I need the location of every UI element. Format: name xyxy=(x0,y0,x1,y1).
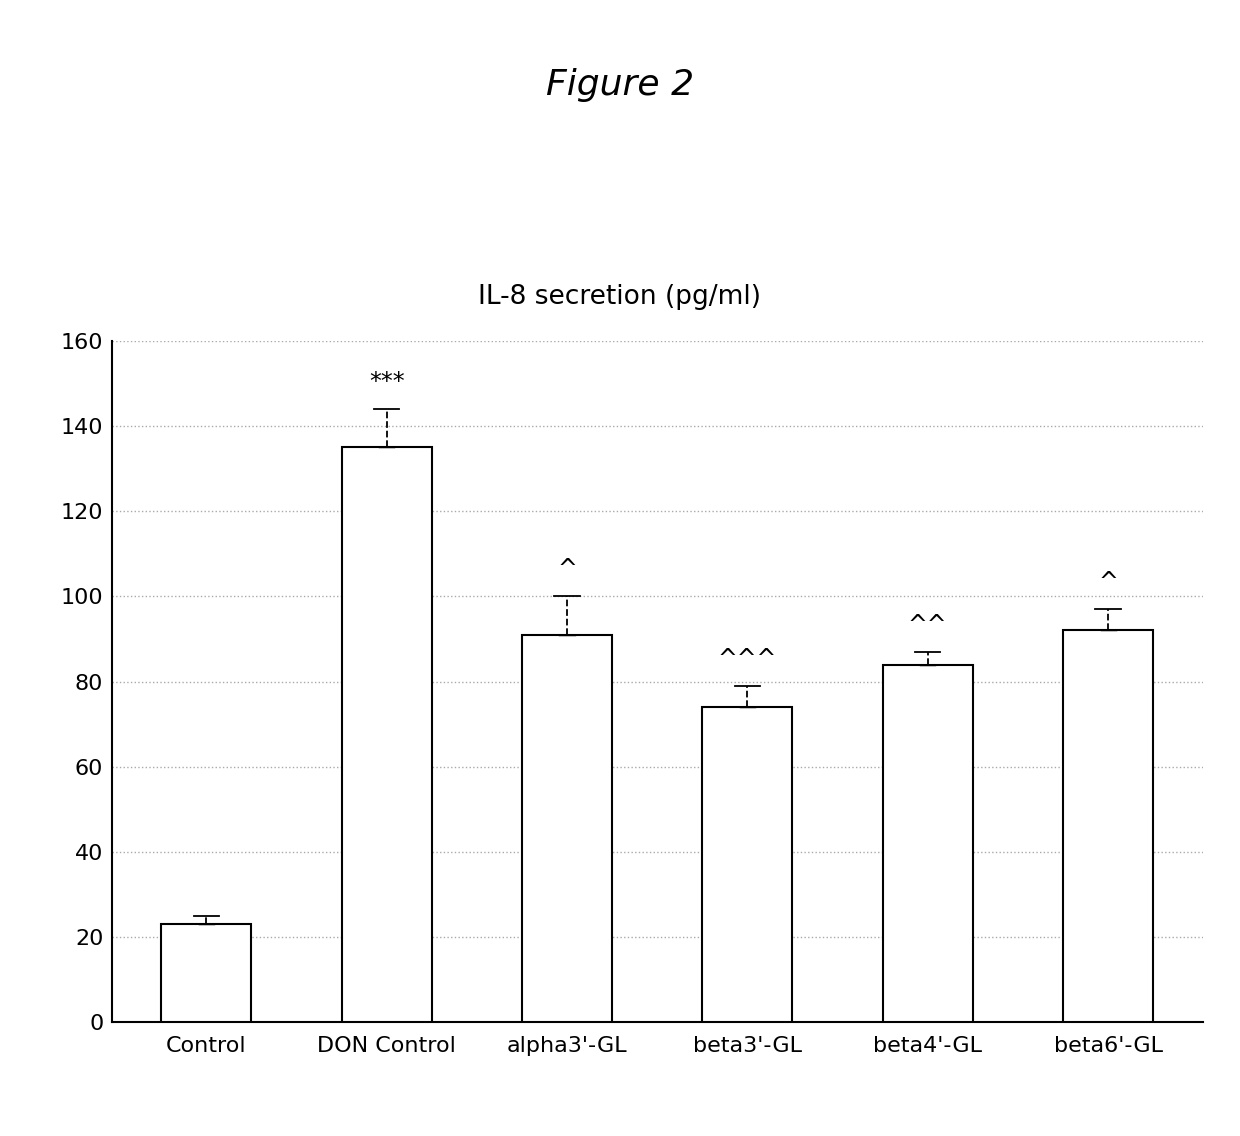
Bar xyxy=(883,665,973,1022)
Text: IL-8 secretion (pg/ml): IL-8 secretion (pg/ml) xyxy=(479,284,761,310)
Text: ^: ^ xyxy=(557,558,577,582)
Bar xyxy=(702,707,792,1022)
Text: Figure 2: Figure 2 xyxy=(546,68,694,102)
Text: ^: ^ xyxy=(1099,570,1118,594)
Bar xyxy=(522,635,613,1022)
Text: ***: *** xyxy=(368,370,404,394)
Bar xyxy=(161,925,252,1022)
Bar xyxy=(341,448,432,1022)
Text: ^^^: ^^^ xyxy=(718,646,777,671)
Text: ^^: ^^ xyxy=(908,612,947,637)
Bar xyxy=(1063,630,1153,1022)
